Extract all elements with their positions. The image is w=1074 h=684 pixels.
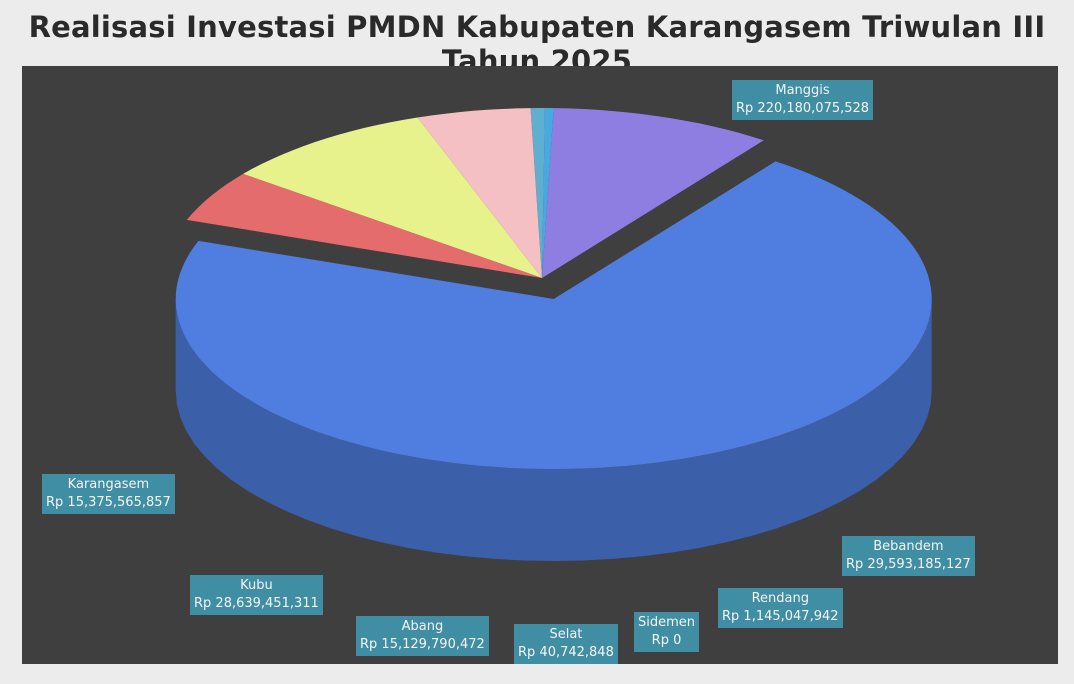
chart-panel: Manggis Rp 220,180,075,528 Bebandem Rp 2…: [22, 66, 1058, 664]
slice-name: Rendang: [751, 591, 809, 606]
slice-value: Rp 0: [651, 633, 682, 648]
pie-slice-bebandem: [542, 108, 764, 278]
data-label-bebandem: Bebandem Rp 29,593,185,127: [842, 536, 975, 576]
pie-slice-rendang: [542, 108, 554, 278]
data-label-selat: Selat Rp 40,742,848: [514, 624, 618, 664]
pie-slice-karangasem: [186, 173, 543, 278]
slice-name: Selat: [549, 627, 583, 642]
slice-value: Rp 1,145,047,942: [722, 609, 839, 624]
slice-value: Rp 15,375,565,857: [46, 495, 171, 510]
slice-name: Kubu: [240, 578, 273, 593]
slice-name: Bebandem: [873, 539, 944, 554]
data-label-sidemen: Sidemen Rp 0: [634, 612, 700, 652]
slice-value: Rp 28,639,451,311: [194, 596, 319, 611]
pie-chart: [175, 108, 932, 561]
data-label-manggis: Manggis Rp 220,180,075,528: [732, 80, 874, 120]
slice-name: Abang: [401, 619, 444, 634]
slice-name: Karangasem: [67, 477, 150, 492]
slice-value: Rp 29,593,185,127: [846, 557, 971, 572]
pie-slice-manggis: [175, 161, 932, 469]
slice-value: Rp 40,742,848: [518, 645, 614, 660]
chart-title: Realisasi Investasi PMDN Kabupaten Karan…: [28, 10, 1046, 78]
pie-slice-abang: [417, 108, 542, 278]
slice-name: Manggis: [775, 83, 830, 98]
slice-name: Sidemen: [638, 615, 696, 630]
pie-side-manggis: [175, 299, 932, 561]
pie-slice-kubu: [243, 117, 542, 278]
data-label-abang: Abang Rp 15,129,790,472: [356, 616, 489, 656]
slice-value: Rp 15,129,790,472: [360, 637, 485, 652]
data-label-kubu: Kubu Rp 28,639,451,311: [190, 575, 323, 615]
slice-value: Rp 220,180,075,528: [736, 101, 870, 116]
pie-slice-selat: [530, 108, 542, 278]
data-label-karangasem: Karangasem Rp 15,375,565,857: [42, 474, 175, 514]
pie-slice-sidemen: [530, 108, 545, 278]
data-label-rendang: Rendang Rp 1,145,047,942: [718, 588, 843, 628]
